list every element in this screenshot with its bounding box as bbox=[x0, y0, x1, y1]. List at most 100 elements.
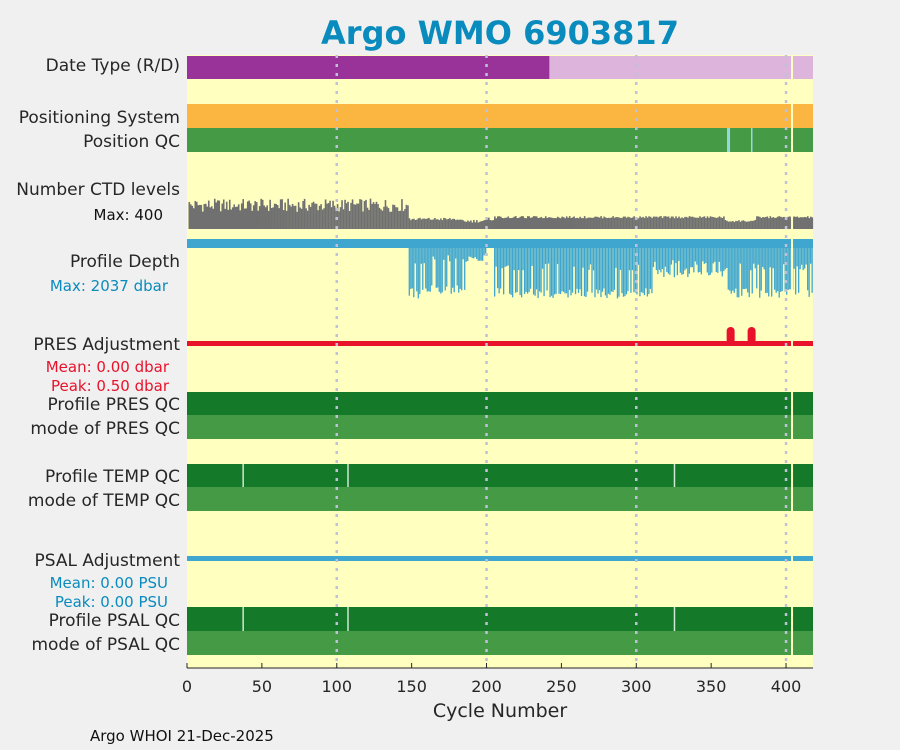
ctd-level-bar bbox=[589, 217, 592, 229]
ctd-level-bar bbox=[441, 220, 444, 229]
profile-depth-bar bbox=[440, 239, 442, 294]
ctd-level-bar bbox=[751, 220, 754, 229]
pres-mean-label: Mean: 0.00 dbar bbox=[46, 358, 170, 376]
profile-depth-bar bbox=[682, 239, 685, 275]
ctd-level-bar bbox=[786, 218, 788, 229]
ctd-level-bar bbox=[461, 219, 463, 229]
ctd-level-bar bbox=[724, 220, 727, 229]
ctd-level-bar bbox=[762, 217, 764, 229]
profile-depth-bar bbox=[691, 239, 693, 268]
ctd-level-bar bbox=[726, 220, 728, 229]
ctd-level-bar bbox=[703, 216, 706, 229]
ctd-level-bar bbox=[264, 207, 267, 229]
ctd-level-bar bbox=[549, 217, 552, 229]
x-axis-label: Cycle Number bbox=[433, 700, 567, 722]
ctd-level-bar bbox=[195, 201, 198, 229]
ctd-level-bar bbox=[236, 206, 239, 229]
profile-depth-bar bbox=[640, 239, 643, 293]
ctd-level-bar bbox=[505, 217, 508, 229]
ctd-level-bar bbox=[769, 216, 772, 229]
profile-depth-bar bbox=[729, 239, 731, 291]
profile-depth-bar bbox=[633, 239, 635, 293]
ctd-level-bar bbox=[452, 218, 454, 229]
ctd-level-bar bbox=[249, 203, 252, 229]
profile-depth-bar bbox=[455, 239, 457, 259]
profile-depth-bar bbox=[621, 239, 623, 294]
ctd-level-bar bbox=[464, 221, 466, 229]
ctd-level-bar bbox=[655, 216, 658, 229]
profile-depth-bar bbox=[703, 239, 705, 264]
ctd-level-bar bbox=[290, 206, 292, 229]
profile-depth-bar bbox=[643, 239, 646, 296]
ctd-level-bar bbox=[591, 217, 593, 229]
ctd-level-bar bbox=[687, 217, 689, 229]
ctd-level-bar bbox=[615, 217, 617, 229]
profile-depth-bar bbox=[714, 239, 716, 262]
pres-adjustment-line bbox=[187, 341, 813, 346]
ctd-level-bar bbox=[447, 218, 450, 229]
ctd-level-bar bbox=[333, 205, 336, 229]
ctd-level-bar bbox=[729, 221, 731, 229]
profile-depth-bar bbox=[622, 239, 625, 297]
profile-depth-bar bbox=[745, 239, 747, 289]
ctd-level-bar bbox=[429, 219, 432, 229]
x-axis-ticks: 0 50 100 150 200 250 300 350 400 bbox=[182, 663, 813, 696]
profile-depth-bar bbox=[750, 239, 752, 271]
ctd-level-bar bbox=[488, 217, 490, 229]
ctd-level-bar bbox=[201, 211, 204, 229]
profile-depth-bar bbox=[802, 239, 804, 271]
ctd-level-bar bbox=[311, 202, 313, 229]
profile-depth-bar bbox=[763, 239, 765, 270]
profile-depth-bar bbox=[732, 239, 734, 291]
ctd-level-bar bbox=[216, 200, 219, 229]
ctd-level-bar bbox=[237, 204, 240, 229]
ctd-level-bar bbox=[198, 204, 201, 229]
profile-depth-bar bbox=[562, 239, 565, 292]
ctd-level-bar bbox=[260, 198, 262, 229]
ctd-level-bar bbox=[293, 205, 295, 229]
ctd-level-bar bbox=[423, 218, 426, 229]
ctd-level-bar bbox=[407, 205, 409, 229]
ctd-level-bar bbox=[708, 217, 710, 229]
ctd-level-bar bbox=[598, 217, 601, 229]
ctd-level-bar bbox=[691, 216, 694, 229]
ctd-level-bar bbox=[612, 216, 614, 229]
profile-depth-bar bbox=[810, 239, 812, 264]
ctd-level-bar bbox=[470, 220, 472, 229]
ctd-level-bar bbox=[517, 217, 520, 229]
profile-depth-bar bbox=[663, 239, 665, 278]
profile-depth-bar bbox=[805, 239, 807, 265]
ctd-level-bar bbox=[374, 203, 376, 229]
position-qc-flag bbox=[750, 128, 753, 152]
profile-psal-qc-break bbox=[673, 607, 676, 631]
ctd-level-bar bbox=[520, 216, 523, 229]
profile-depth-bar bbox=[595, 239, 598, 290]
profile-depth-bar bbox=[564, 239, 566, 294]
profile-depth-bar bbox=[747, 239, 749, 293]
ctd-level-bar bbox=[239, 210, 242, 229]
profile-depth-bar bbox=[532, 239, 535, 295]
ctd-level-bar bbox=[417, 218, 420, 229]
ctd-level-bar bbox=[666, 216, 668, 229]
ctd-level-bar bbox=[204, 203, 207, 229]
ctd-level-bar bbox=[255, 202, 258, 229]
ctd-level-bar bbox=[458, 219, 460, 229]
ctd-level-bar bbox=[431, 219, 433, 229]
profile-depth-bar bbox=[648, 239, 650, 295]
ctd-level-bar bbox=[511, 217, 514, 229]
profile-depth-bar bbox=[801, 239, 803, 265]
profile-depth-bar bbox=[676, 239, 679, 276]
ctd-level-bar bbox=[789, 216, 791, 229]
profile-depth-bar bbox=[546, 239, 548, 291]
profile-depth-bar bbox=[781, 239, 783, 292]
ctd-level-bar bbox=[747, 221, 749, 229]
ctd-level-bar bbox=[583, 216, 586, 229]
ctd-level-bar bbox=[811, 217, 814, 229]
ctd-level-bar bbox=[748, 221, 751, 229]
ctd-level-bar bbox=[476, 220, 478, 229]
ctd-level-bar bbox=[526, 216, 529, 229]
ctd-level-bar bbox=[568, 216, 571, 229]
ctd-level-bar bbox=[345, 203, 348, 229]
profile-depth-bar bbox=[777, 239, 779, 292]
profile-depth-bar bbox=[420, 239, 422, 264]
